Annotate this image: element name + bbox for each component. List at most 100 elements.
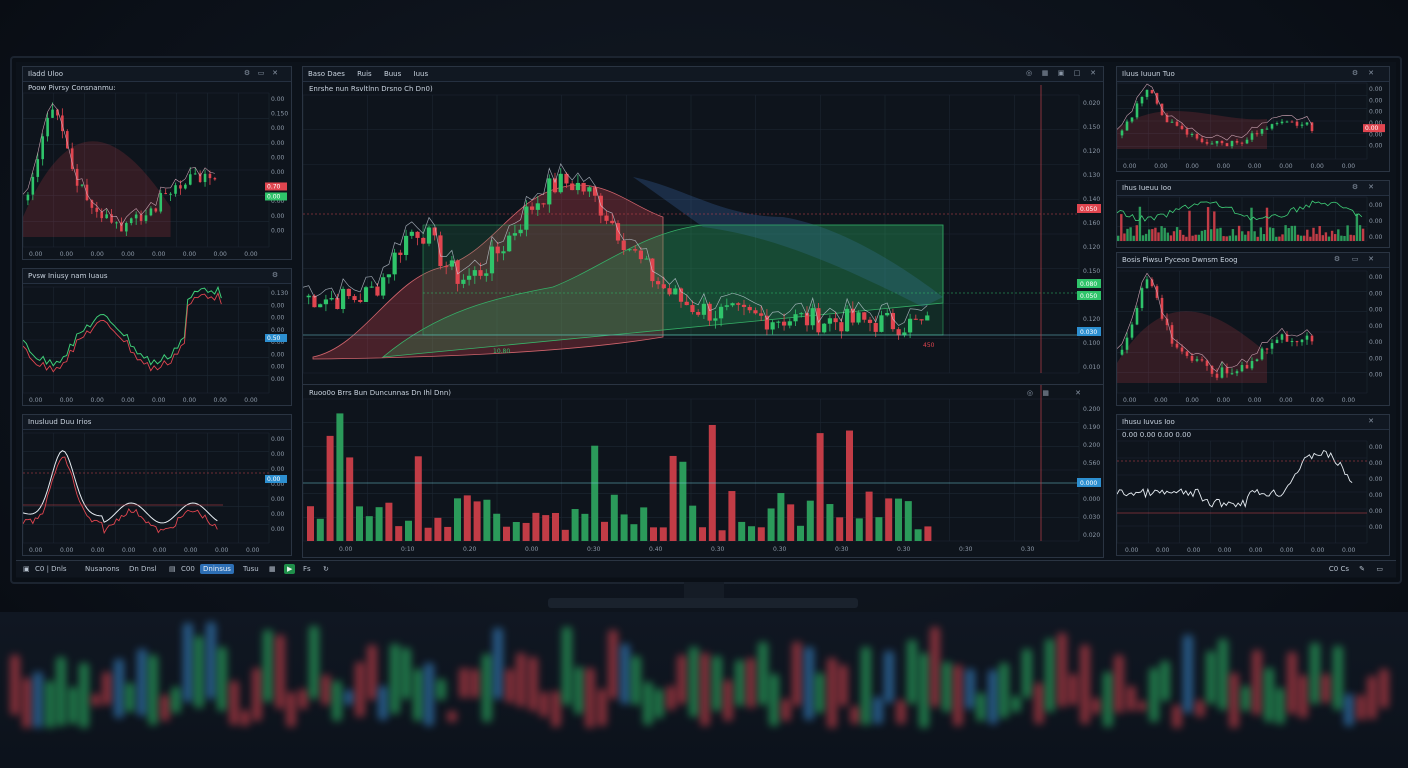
candle: [444, 266, 448, 267]
y-axis-label: 0.560: [1083, 460, 1100, 467]
grid-icon[interactable]: ▦: [266, 564, 279, 574]
volume-bar: [425, 528, 432, 541]
window-icon[interactable]: ▭: [1373, 564, 1386, 574]
y-axis-label: 0.00: [1369, 476, 1383, 483]
volume-bar: [621, 514, 628, 541]
volume-bar: [1173, 231, 1175, 241]
y-axis-label: 0.00: [1369, 444, 1383, 451]
x-axis-label: 0.00: [91, 251, 105, 258]
right-panel-2[interactable]: Ihus Iueuu Ioo ⚙ ✕ 0.00 0.00 0.00: [1116, 180, 1390, 248]
reflection-bar: [240, 710, 250, 725]
reflection-bar: [79, 663, 89, 728]
candlestick-chart[interactable]: 0.000.000.000.000.000.000.000.00 0.00 0.00…: [1117, 67, 1389, 171]
left-panel-3[interactable]: Inusluud Duu Irios 0.00 0.00 0.00 0.00 0.00 0…: [22, 414, 292, 556]
x-axis-label: 0.00: [1248, 397, 1262, 404]
reflection-bar: [1275, 688, 1285, 725]
edit-icon[interactable]: ✎: [1356, 564, 1368, 574]
reflection-bar: [102, 672, 112, 705]
candlestick-chart[interactable]: 0.000.1500.000.000.000.000.000.000.000.0…: [23, 67, 291, 259]
x-axis-label: 0.30: [897, 546, 911, 553]
menu-icon[interactable]: ▣: [20, 564, 33, 574]
candle: [541, 203, 545, 204]
x-axis-label: 0.00: [183, 251, 197, 258]
line-chart[interactable]: 0.1300.000.000.000.000.000.000.000.500.0…: [23, 269, 291, 405]
candle: [730, 303, 734, 305]
candle: [410, 232, 414, 236]
left-panel-2[interactable]: Pvsw Iniusy nam Iuaus ⚙ 0.130 0.00 0.00 0.0…: [22, 268, 292, 406]
volume-bar: [826, 504, 833, 541]
main-candlestick-chart[interactable]: 10.80 450 0.020 0.150 0.120 0.130 0.140 0.160 0.…: [303, 67, 1103, 385]
main-chart-panel[interactable]: Baso Daes Ruis Buus Iuus ◎ ▦ ▣ □ ✕ Enrsh…: [302, 66, 1104, 386]
trading-screen: Iladd Uloo ⚙ ▭ ✕ Poow Pivrsy Consnanmu: …: [16, 62, 1396, 578]
volume-bar: [376, 507, 383, 541]
candle: [150, 208, 153, 215]
volume-bar-chart[interactable]: 0.2000.1900.2000.5600.5000.0000.0300.020…: [303, 385, 1103, 557]
right-panel-4[interactable]: Ihusu Iuvus Ioo ✕ 0.00 0.00 0.00 0.00 0.…: [1116, 414, 1390, 556]
candle: [46, 118, 49, 136]
line-chart[interactable]: 0.00 0.00 0.00 0.00 0.00 0.00 0.00 0.00 0.00 0.00…: [1117, 415, 1389, 555]
candle: [496, 247, 500, 254]
reflection-bar: [781, 699, 791, 722]
right-panel-1[interactable]: Iluus Iuuun Tuo ⚙ ✕ 0.00 0.00 0.00 0.00 0.00…: [1116, 66, 1390, 172]
taskbar-item-6[interactable]: Tusu: [240, 564, 262, 574]
volume-bar: [1334, 234, 1336, 241]
volume-bar: [1213, 211, 1215, 241]
candle: [1221, 141, 1224, 143]
y-axis-label: 0.140: [1083, 196, 1100, 203]
taskbar-item-5[interactable]: Dninsus: [200, 564, 234, 574]
price-tag-label: 0.00: [1365, 125, 1379, 132]
x-axis-label: 0.30: [773, 546, 787, 553]
taskbar-item-4[interactable]: C00: [178, 564, 198, 574]
reflection-bar: [114, 659, 124, 717]
candle: [1296, 122, 1299, 126]
candle: [1176, 122, 1179, 126]
x-axis-label: 0.00: [60, 397, 74, 404]
volume-bar: [1281, 234, 1283, 241]
play-icon[interactable]: ▶: [284, 564, 295, 574]
volume-bar: [405, 521, 412, 541]
reflection-bar: [275, 635, 285, 710]
volume-mini-chart[interactable]: 0.00 0.00 0.00: [1117, 181, 1389, 247]
right-panel-3[interactable]: Bosis Piwsu Pyceoo Dwnsm Eoog ⚙ ▭ ✕ 0.00…: [1116, 252, 1390, 406]
candle: [753, 310, 757, 313]
taskbar-item-7[interactable]: Fs: [300, 564, 314, 574]
y-axis-label: 0.00: [271, 327, 285, 334]
volume-chart-panel[interactable]: Ruoo0o Brrs Bun Duncunnas Dn Ihl Dnn) ◎ …: [302, 384, 1104, 558]
volume-bar: [1185, 237, 1187, 241]
y-axis-label: 0.020: [1083, 532, 1100, 539]
x-axis-label: 0.00: [1342, 163, 1356, 170]
x-axis-label: 0.00: [1186, 397, 1200, 404]
volume-bar: [1346, 225, 1348, 241]
y-axis-label: 0.00: [1369, 323, 1383, 330]
candle: [639, 251, 643, 260]
taskbar-item-3[interactable]: Dn Dnsl: [126, 564, 159, 574]
reflection-bar: [1356, 695, 1366, 720]
reflection-bar: [850, 706, 860, 723]
volume-bar: [1188, 211, 1190, 241]
reflection-bar: [482, 654, 492, 722]
reflection-bar: [56, 657, 66, 725]
shaded-area: [23, 141, 171, 237]
candle: [667, 288, 671, 294]
candlestick-chart[interactable]: 0.000.000.000.000.000.000.000.00 0.00 0.00…: [1117, 253, 1389, 405]
refresh-icon[interactable]: ↻: [320, 564, 332, 574]
candle: [1271, 343, 1274, 349]
candle: [473, 270, 477, 276]
oscillator-chart[interactable]: 0.000.000.000.000.000.000.000.000.00 0.00…: [23, 415, 291, 555]
chart-icon[interactable]: ▤: [166, 564, 179, 574]
x-axis-label: 0.00: [60, 251, 74, 258]
reflection-bar: [1298, 675, 1308, 717]
reflection-bar: [137, 649, 147, 716]
volume-bar: [660, 527, 667, 541]
volume-bar: [924, 526, 931, 541]
x-axis-label: 0.00: [1156, 547, 1170, 554]
reflection-bar: [1160, 661, 1170, 701]
candle: [1306, 336, 1309, 340]
taskbar-item-2[interactable]: Nusanons: [82, 564, 122, 574]
candle: [604, 216, 608, 221]
candle: [1131, 117, 1134, 121]
candle: [1131, 324, 1134, 337]
taskbar-item-1[interactable]: C0 | Dnls: [32, 564, 70, 574]
left-panel-1[interactable]: Iladd Uloo ⚙ ▭ ✕ Poow Pivrsy Consnanmu: …: [22, 66, 292, 260]
x-axis-label: 0.00: [1311, 397, 1325, 404]
